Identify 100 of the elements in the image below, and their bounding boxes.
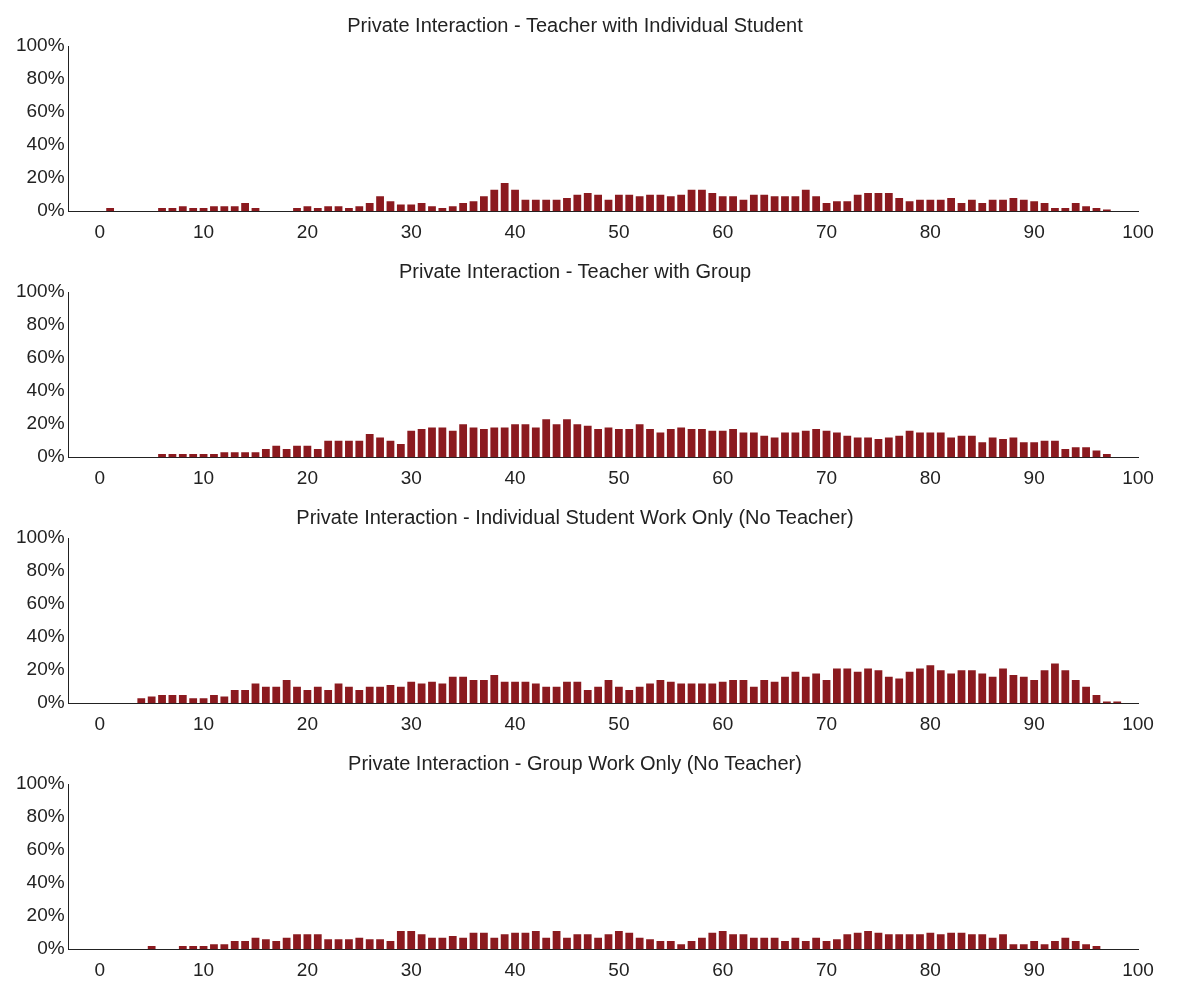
y-tick-label: 0% [37, 691, 65, 713]
bar [708, 430, 717, 458]
bar [158, 694, 166, 704]
bar [666, 681, 675, 704]
bar [770, 437, 779, 458]
bar [729, 196, 737, 212]
x-tick-label: 90 [1023, 712, 1045, 734]
bar [448, 430, 457, 458]
bar [957, 670, 966, 704]
x-tick-label: 80 [919, 220, 941, 242]
bar [1030, 442, 1039, 458]
y-tick-label: 40% [26, 871, 65, 893]
bar [241, 202, 249, 212]
x-tick-label: 40 [504, 220, 526, 242]
bar [936, 199, 945, 212]
bar [729, 429, 737, 458]
bar [833, 668, 841, 704]
bar [459, 202, 468, 212]
bar [718, 196, 727, 212]
bar [1051, 207, 1059, 212]
bar [635, 686, 644, 704]
bar [967, 435, 976, 458]
x-tick-label: 0 [94, 958, 106, 980]
bar [500, 427, 509, 458]
bar [916, 668, 924, 704]
bar [438, 683, 447, 704]
bar [428, 427, 436, 458]
bar [1019, 676, 1028, 704]
bar [739, 432, 748, 458]
bar [396, 443, 405, 458]
bar [864, 437, 872, 458]
y-tick-label: 0% [37, 199, 65, 221]
bar [438, 207, 447, 212]
bar [604, 427, 613, 458]
bar [760, 680, 769, 704]
x-tick-label: 0 [94, 466, 106, 488]
bar [781, 196, 789, 212]
bar [1071, 447, 1080, 458]
bar [220, 452, 229, 458]
y-tick-label: 100% [15, 34, 65, 56]
bar [1051, 440, 1059, 458]
bar [978, 442, 987, 458]
bar [158, 207, 166, 212]
bar [376, 196, 384, 212]
bar [158, 453, 166, 458]
x-tick-label: 60 [712, 712, 734, 734]
bar [791, 196, 800, 212]
bar [448, 676, 457, 704]
bar [916, 432, 924, 458]
bar [137, 698, 146, 704]
bar [251, 683, 260, 704]
bar [345, 686, 353, 704]
bar [480, 429, 488, 458]
bar [531, 199, 540, 212]
x-tick-label: 30 [400, 220, 422, 242]
bar [791, 671, 800, 704]
bar [999, 439, 1007, 458]
x-tick-label: 20 [296, 220, 318, 242]
bar [376, 686, 384, 704]
bar [646, 429, 654, 458]
bar [708, 683, 717, 704]
bar [251, 452, 260, 458]
bar [708, 193, 717, 212]
bar [293, 445, 301, 458]
bar [1019, 442, 1028, 458]
y-tick-label: 60% [26, 346, 65, 368]
chart-title: Private Interaction - Group Work Only (No Teacher) [348, 751, 802, 774]
bar [220, 206, 229, 212]
bar [490, 427, 499, 458]
bar [853, 437, 862, 458]
bar [345, 440, 353, 458]
bar [531, 683, 540, 704]
bar [614, 194, 623, 212]
bar [1019, 199, 1028, 212]
bar [749, 686, 758, 704]
y-tick-label: 100% [15, 526, 65, 548]
bar [313, 686, 322, 704]
bar [573, 194, 582, 212]
y-tick-label: 20% [26, 412, 65, 434]
bar [210, 453, 218, 458]
bar [1082, 447, 1090, 458]
bar [563, 197, 571, 212]
bar [646, 194, 654, 212]
bar [843, 668, 852, 704]
bar [905, 201, 914, 212]
bar [469, 427, 478, 458]
bar [230, 689, 239, 704]
bar [1030, 201, 1039, 212]
bar [230, 452, 239, 458]
bar [189, 207, 198, 212]
bar [293, 686, 301, 704]
bar [1061, 448, 1070, 458]
bar [573, 424, 582, 458]
bar [573, 681, 582, 704]
bar [833, 432, 841, 458]
bar [365, 434, 374, 458]
x-tick-label: 100 [1122, 712, 1154, 734]
bar [407, 681, 416, 704]
bar [687, 683, 696, 704]
x-tick-label: 70 [815, 712, 838, 734]
